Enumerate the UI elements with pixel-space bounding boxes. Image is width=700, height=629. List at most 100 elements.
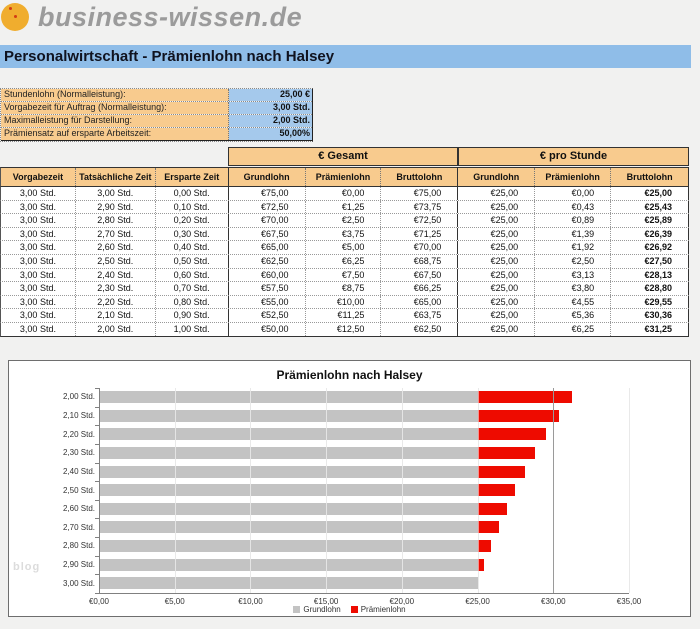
table-cell: €72,50 [229, 200, 306, 214]
table-cell: €3,13 [535, 268, 612, 282]
bar-praemienlohn[interactable] [477, 428, 547, 441]
category-label: 2,10 Std. [62, 410, 95, 420]
table-cell: €71,25 [381, 227, 459, 241]
y-axis-tick [95, 593, 99, 594]
bar-praemienlohn[interactable] [477, 465, 525, 478]
legend-item: Prämienlohn [350, 605, 406, 614]
bar-grundlohn[interactable] [99, 484, 478, 497]
chart-plot-area [95, 388, 630, 594]
table-cell: €25,00 [458, 187, 536, 200]
table-cell: €27,50 [611, 254, 689, 268]
table-cell: €1,25 [306, 200, 382, 214]
parameter-value-field[interactable]: 25,00 € [229, 89, 312, 101]
bar-grundlohn[interactable] [99, 502, 478, 515]
table-cell: €25,00 [458, 241, 536, 254]
table-cell: €25,00 [458, 214, 536, 227]
table-cell: €73,75 [381, 200, 459, 214]
bar-band [99, 481, 629, 500]
table-row: 3,00 Std. 3,00 Std. 0,00 Std. €75,00 €0,00 €7… [0, 187, 689, 201]
table-cell: 2,10 Std. [76, 309, 156, 322]
gridline-overlay [553, 388, 555, 593]
table-cell: €50,00 [229, 322, 306, 336]
table-cell: €1,92 [535, 241, 612, 254]
table-cell: 0,80 Std. [156, 295, 229, 309]
table-cell: 3,00 Std. [1, 282, 76, 295]
y-axis-tick [95, 443, 99, 445]
table-cell: 3,00 Std. [1, 187, 76, 200]
table-cell: €8,75 [306, 282, 382, 295]
table-cell: 2,50 Std. [76, 254, 156, 268]
bar-grundlohn[interactable] [99, 577, 478, 590]
bar-praemienlohn[interactable] [477, 409, 559, 422]
x-tick-label: €20,00 [389, 597, 415, 606]
table-cell: €68,75 [381, 254, 459, 268]
category-label: 2,90 Std. [62, 560, 95, 570]
watermark: blog [13, 561, 41, 573]
table-cell: 3,00 Std. [1, 200, 76, 214]
table-cell: 0,50 Std. [156, 254, 229, 268]
legend-label: Prämienlohn [360, 605, 406, 614]
table-cell: 0,40 Std. [156, 241, 229, 254]
bar-praemienlohn[interactable] [477, 484, 516, 497]
table-cell: 3,00 Std. [1, 295, 76, 309]
parameter-row: Prämiensatz auf ersparte Arbeitszeit: 50,… [1, 128, 312, 141]
results-table: € Gesamt € pro Stunde Vorgabezeit Tatsächli… [0, 147, 690, 337]
y-axis-tick [95, 518, 99, 520]
bar-praemienlohn[interactable] [477, 446, 536, 459]
table-cell: €0,89 [535, 214, 612, 227]
column-header: Prämienlohn [535, 168, 612, 186]
bar-praemienlohn[interactable] [477, 391, 573, 403]
column-header: Ersparte Zeit [156, 168, 229, 186]
table-cell: 3,00 Std. [1, 254, 76, 268]
brand-name: business-wissen.de [38, 2, 303, 32]
bar-grundlohn[interactable] [99, 446, 478, 459]
table-cell: €25,00 [458, 200, 536, 214]
table-cell: €62,50 [381, 322, 459, 336]
y-axis-tick [95, 388, 99, 389]
bar-praemienlohn[interactable] [477, 521, 499, 534]
bar-grundlohn[interactable] [99, 558, 478, 571]
table-cell: €25,00 [611, 187, 689, 200]
table-cell: 2,40 Std. [76, 268, 156, 282]
table-cell: €26,39 [611, 227, 689, 241]
table-cell: 0,20 Std. [156, 214, 229, 227]
bar-praemienlohn[interactable] [477, 558, 485, 571]
bar-band [99, 388, 629, 407]
parameter-value-field[interactable]: 3,00 Std. [229, 102, 312, 114]
parameter-value-field[interactable]: 2,00 Std. [229, 115, 312, 127]
table-cell: 0,90 Std. [156, 309, 229, 322]
table-cell: 0,00 Std. [156, 187, 229, 200]
table-row: 3,00 Std. 2,30 Std. 0,70 Std. €57,50 €8,75 €6… [0, 282, 689, 296]
category-label: 2,50 Std. [62, 485, 95, 495]
bar-grundlohn[interactable] [99, 428, 478, 441]
y-axis-tick [95, 555, 99, 557]
table-cell: 1,00 Std. [156, 322, 229, 336]
table-cell: €5,00 [306, 241, 382, 254]
bar-grundlohn[interactable] [99, 540, 478, 553]
bar-praemienlohn[interactable] [477, 502, 507, 515]
table-cell: €12,50 [306, 322, 382, 336]
bar-grundlohn[interactable] [99, 409, 478, 422]
bar-grundlohn[interactable] [99, 391, 478, 403]
bar-band [99, 463, 629, 482]
chart-panel: Prämienlohn nach Halsey blog Grundlohn Pr… [8, 360, 691, 617]
gridline-overlay [250, 388, 252, 593]
chart-title: Prämienlohn nach Halsey [276, 368, 423, 382]
bar-grundlohn[interactable] [99, 465, 478, 478]
table-cell: €65,00 [381, 295, 459, 309]
x-tick-label: €25,00 [465, 597, 490, 606]
y-axis-tick [95, 462, 99, 464]
table-cell: €4,55 [535, 295, 612, 309]
table-cell: €0,00 [535, 187, 612, 200]
table-row: 3,00 Std. 2,60 Std. 0,40 Std. €65,00 €5,00 €7… [0, 241, 689, 255]
bar-praemienlohn[interactable] [477, 540, 492, 553]
table-cell: €3,75 [306, 227, 382, 241]
table-cell: €7,50 [306, 268, 382, 282]
x-tick-label: €35,00 [616, 597, 642, 606]
bar-grundlohn[interactable] [99, 521, 478, 534]
table-cell: €75,00 [229, 187, 306, 200]
column-header: Bruttolohn [381, 168, 459, 186]
table-cell: €55,00 [229, 295, 306, 309]
bar-band [99, 500, 629, 519]
parameter-value-field[interactable]: 50,00% [229, 128, 312, 140]
